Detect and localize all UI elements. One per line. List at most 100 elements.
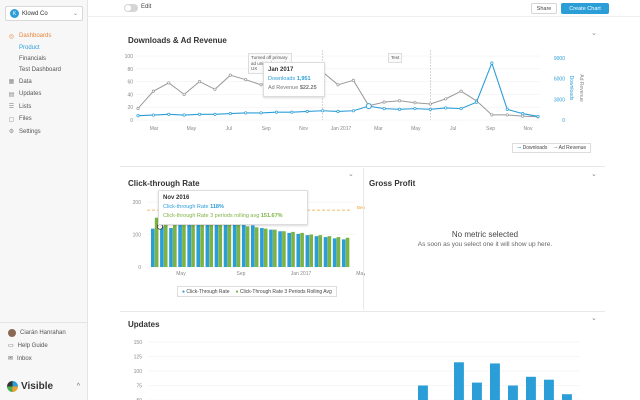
sidebar-item-updates[interactable]: ▤ Updates [0, 88, 88, 101]
sidebar-item-data[interactable]: ▦ Data [0, 76, 88, 89]
sidebar-item-settings[interactable]: ⚙ Settings [0, 126, 88, 139]
gear-icon: ⚙ [8, 129, 15, 136]
ctr-bar [196, 223, 201, 267]
ad-revenue-point [197, 80, 202, 84]
sidebar-item-label: Lists [19, 103, 32, 110]
panel-divider [120, 311, 605, 312]
create-chart-button[interactable]: Create Chart [561, 3, 609, 14]
legend-item-ctr[interactable]: ● Click-Through Rate [182, 289, 230, 295]
ctr-bar [287, 232, 291, 267]
downloads-point [167, 112, 171, 116]
y-tick-label: 100 [134, 369, 143, 375]
sidebar-item-dashboards[interactable]: ◎ Dashboards [0, 30, 88, 43]
y-left-tick-label: 80 [127, 67, 133, 73]
sidebar-item-files[interactable]: ▢ Files [0, 113, 88, 126]
x-tick-label: Jan 2017 [331, 126, 352, 132]
ctr-rolling-bar [227, 223, 232, 267]
ctr-rolling-bar [254, 227, 259, 267]
chart-menu-chevron-icon[interactable]: ⌄ [591, 315, 597, 322]
legend-item-ctr-rolling[interactable]: ● Click-Through Rate 3 Periods Rolling A… [236, 289, 332, 295]
updates-bar [490, 363, 500, 400]
ctr-tooltip: Nov 2016 Click-through Rate 118% Click-t… [158, 190, 308, 225]
y-right-axis-label: Downloads [568, 76, 574, 101]
chart-legend: ⊸ Downloads ⊸ Ad Revenue [512, 143, 592, 153]
user-profile[interactable]: Ciarán Hanrahan [0, 326, 88, 339]
ctr-rolling-bar [163, 221, 168, 267]
ctr-bar [178, 224, 182, 267]
inbox-link[interactable]: ✉ Inbox [0, 352, 88, 365]
ad-revenue-point [521, 114, 525, 118]
tooltip-label: Ad Revenue [268, 85, 299, 91]
updates-chart-title: Updates [128, 320, 160, 329]
ctr-rolling-bar [300, 232, 304, 267]
y-left-tick-label: 40 [127, 92, 133, 98]
downloads-point [197, 112, 202, 116]
sidebar-subitem-test-dashboard[interactable]: Test Dashboard [19, 67, 62, 73]
x-tick-label: Jul [226, 126, 232, 132]
ctr-rolling-bar [309, 234, 313, 267]
help-label: Help Guide [17, 342, 48, 349]
x-tick-label: Mar [374, 126, 383, 132]
help-guide-link[interactable]: ▭ Help Guide [0, 339, 88, 352]
empty-state-subtitle: As soon as you select one it will show u… [417, 241, 553, 248]
tooltip-row: Downloads 1,951 [268, 75, 320, 84]
ctr-rolling-bar [291, 231, 295, 267]
y-tick-label: 150 [134, 340, 143, 346]
x-tick-label: Sep [262, 126, 271, 132]
ctr-chart-title: Click-through Rate [128, 179, 200, 188]
y-right-axis-label: Ad Revenue [578, 74, 584, 102]
downloads-point [244, 111, 248, 115]
ctr-rolling-bar [209, 222, 213, 267]
files-icon: ▢ [8, 116, 15, 123]
chart-menu-chevron-icon[interactable]: ⌄ [591, 30, 597, 37]
tooltip-label: Click-through Rate 3 periods rolling avg [163, 213, 260, 219]
help-icon: ▭ [8, 343, 14, 349]
updates-icon: ▤ [8, 91, 15, 98]
share-button[interactable]: Share [531, 3, 557, 14]
sidebar-subitem-financials[interactable]: Financials [19, 56, 47, 62]
downloads-point [136, 114, 140, 118]
y-left-tick-label: 60 [127, 80, 133, 86]
sidebar-item-lists[interactable]: ☰ Lists [0, 101, 88, 114]
chart-menu-chevron-icon[interactable]: ⌄ [591, 171, 597, 178]
tooltip-value: 1,951 [296, 76, 311, 82]
ctr-bar [205, 224, 210, 267]
ad-revenue-point [413, 101, 417, 105]
ad-revenue-point [136, 106, 140, 111]
downloads-chart-title: Downloads & Ad Revenue [128, 36, 227, 45]
downloads-point [397, 107, 402, 111]
legend-item-ad-revenue[interactable]: ⊸ Ad Revenue [553, 145, 586, 151]
legend-item-downloads[interactable]: ⊸ Downloads [517, 145, 547, 151]
downloads-point [336, 109, 340, 114]
dashboard-icon: ◎ [8, 33, 15, 40]
legend-line-icon: ⊸ [517, 145, 522, 151]
tooltip-label: Click-through Rate [163, 204, 209, 210]
ad-revenue-point [336, 83, 340, 87]
sidebar-nav: ◎ Dashboards Product Financials Test Das… [0, 30, 88, 138]
x-tick-label: Sep [237, 271, 246, 277]
data-icon: ▦ [8, 79, 15, 86]
downloads-point [521, 112, 525, 116]
ad-revenue-point [459, 89, 463, 93]
chart-menu-chevron-icon[interactable]: ⌄ [348, 171, 354, 178]
ctr-chart: 200 100 0 Benchmark May Sep Jan 2017 May [133, 200, 365, 277]
sidebar-item-label: Dashboards [19, 33, 52, 40]
ctr-bar [260, 228, 264, 267]
tooltip-title: Jan 2017 [268, 67, 294, 73]
org-selector[interactable]: K Klowd Co ⌄ [5, 6, 83, 21]
ctr-rolling-bar [263, 228, 268, 267]
brand-menu[interactable]: Visible ^ [0, 376, 88, 396]
ad-revenue-point [228, 73, 232, 77]
edit-toggle[interactable] [124, 4, 138, 12]
chart-annotation[interactable]: Test [388, 53, 403, 63]
x-tick-label: Sep [486, 126, 495, 132]
sidebar-subitem-product[interactable]: Product [19, 45, 40, 51]
highlighted-point [365, 103, 372, 110]
x-tick-label: May [187, 126, 197, 132]
sidebar-item-label: Data [19, 78, 32, 85]
updates-bar [562, 394, 572, 400]
sidebar-footer: Ciarán Hanrahan ▭ Help Guide ✉ Inbox [0, 322, 88, 365]
ctr-rolling-bar [191, 222, 195, 267]
updates-bar [526, 376, 536, 400]
brand-name: Visible [21, 380, 54, 392]
